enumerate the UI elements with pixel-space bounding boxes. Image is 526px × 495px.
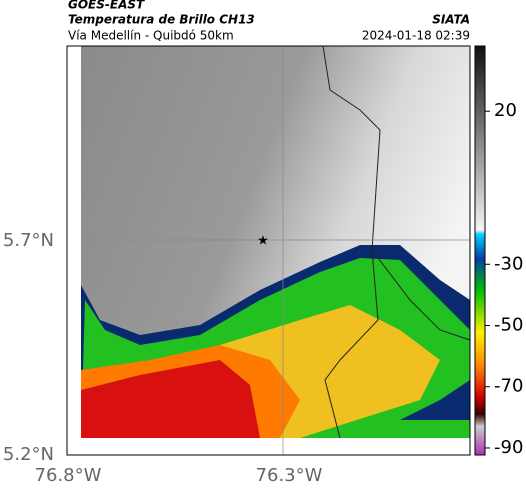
timestamp: 2024-01-18 02:39 — [362, 29, 470, 43]
colorbar-tick-label: -30 — [494, 253, 523, 274]
axes: 5.7°N 5.2°N 76.8°W 76.3°W — [3, 230, 323, 486]
colorbar-ramp — [474, 45, 486, 456]
route: Vía Medellín - Quibdó 50km — [68, 29, 234, 43]
lon-label: 76.3°W — [256, 465, 323, 486]
city-marker: ★ — [257, 234, 269, 249]
colorbar-tick-label: -90 — [494, 437, 523, 458]
frame — [66, 45, 471, 456]
red-area — [81, 360, 260, 438]
title: Temperatura de Brillo CH13 — [68, 13, 255, 27]
source: GOES-EAST — [68, 0, 145, 12]
lat-label: 5.7°N — [3, 230, 54, 251]
lon-label: 76.8°W — [35, 465, 102, 486]
brand: SIATA — [432, 13, 470, 27]
coastline — [322, 45, 471, 439]
colorbar-tick-label: 20 — [494, 100, 517, 121]
colorbar: 20 -30 -50 -70 -90 — [474, 45, 523, 458]
colorbar-tick-label: -50 — [494, 315, 523, 336]
header: GOES-EAST Temperatura de Brillo CH13 Vía… — [68, 0, 470, 43]
map-image: ★ — [66, 45, 471, 456]
colorbar-tick-label: -70 — [494, 376, 523, 397]
lat-label: 5.2°N — [3, 444, 54, 465]
